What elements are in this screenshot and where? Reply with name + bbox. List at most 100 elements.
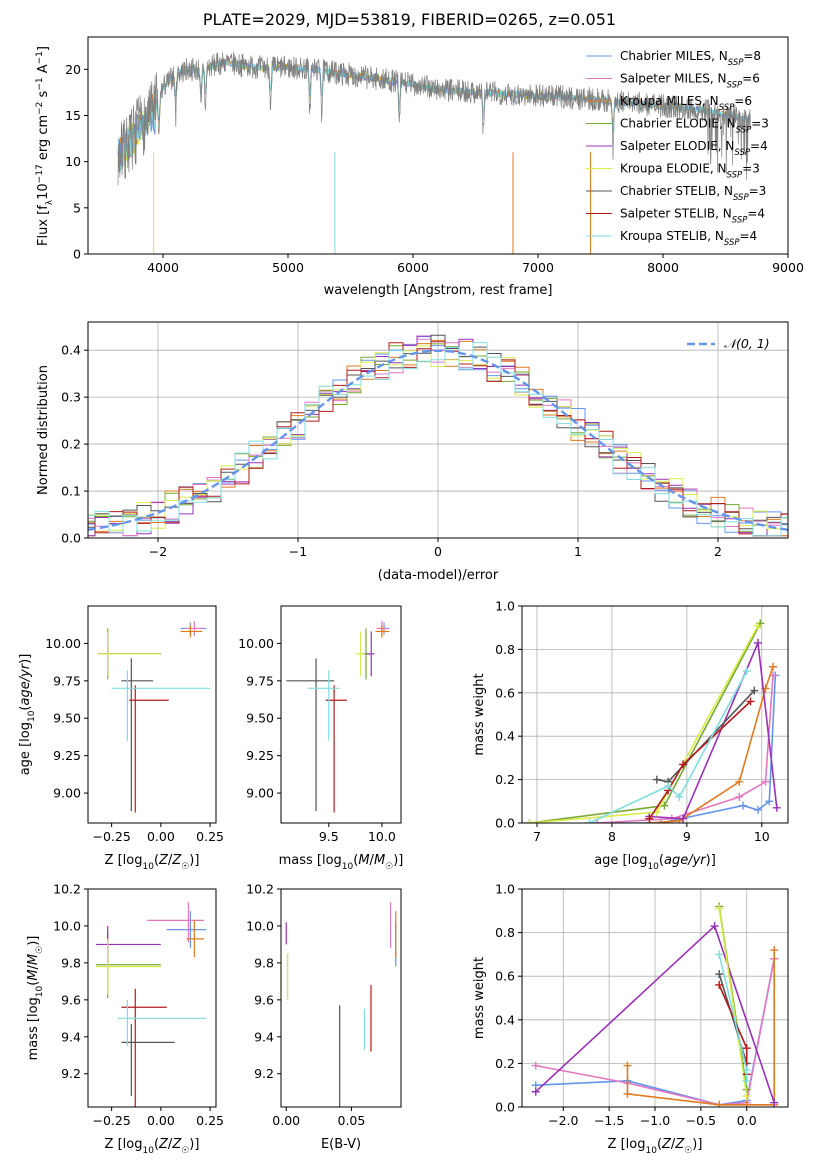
axes-frame [280, 605, 402, 824]
y-tick-label: 1.0 [495, 599, 515, 614]
point-marker [765, 797, 774, 806]
panel-spectrum: 4000 5000 6000 7000 8000 9000 0 5 10 15 20 Chabrier… [35, 36, 804, 298]
y-tick-label: 0.8 [495, 642, 515, 657]
point-marker [742, 667, 751, 676]
label-part: / [168, 853, 173, 868]
y-tick-label: 0.2 [61, 437, 81, 452]
point-marker [652, 775, 661, 784]
label-part: Z [661, 1137, 672, 1152]
label-part: SSP [727, 81, 743, 91]
label-part: Z [log [105, 1137, 143, 1152]
label-part: 10 [142, 862, 154, 872]
legend-label: 𝒩(0, 1) [724, 336, 770, 351]
y-tick-label: 0.0 [61, 531, 81, 546]
label-part: / [168, 1137, 173, 1152]
axes-frame [280, 888, 402, 1108]
x-axis-label: mass [log10(M/M☉)] [279, 853, 404, 872]
point-marker [754, 805, 763, 814]
y-tick-label: 20 [65, 62, 81, 77]
label-part: ☉ [35, 946, 45, 954]
x-tick-label: −1.5 [594, 1113, 624, 1128]
y-tick-label: 0.4 [495, 729, 515, 744]
x-tick-label: 10 [754, 829, 770, 844]
label-part: SSP [724, 238, 740, 248]
legend-label: Salpeter STELIB, NSSP=4 [620, 207, 765, 226]
label-part: SSP [727, 171, 743, 181]
panel-mass-vs-z: −0.25 0.00 0.259.29.49.69.810.010.2Z [log1… [26, 882, 224, 1157]
y-tick-label: 9.50 [53, 711, 81, 726]
point-marker [679, 814, 688, 823]
label-part: SSP [734, 148, 750, 158]
y-axis-label: mass [log10(M/M☉)] [26, 936, 45, 1061]
label-part: s [36, 90, 51, 101]
x-tick-label: −2 [149, 544, 167, 559]
weight-series [596, 675, 777, 823]
point-marker [742, 1092, 751, 1101]
x-tick-label: 0.25 [196, 829, 224, 844]
plot-area [117, 51, 751, 254]
x-tick-label: 9.5 [319, 829, 339, 844]
y-tick-label: 10.00 [238, 636, 274, 651]
y-axis-label: mass weight [472, 673, 487, 755]
point-marker [679, 760, 688, 769]
x-tick-label: 0.00 [147, 829, 175, 844]
x-tick-label: −0.25 [92, 1113, 130, 1128]
y-tick-label: 15 [65, 108, 81, 123]
x-tick-label: 8000 [647, 260, 679, 275]
plot-area [525, 619, 781, 823]
y-tick-label: 9.25 [246, 748, 274, 763]
legend-label: Salpeter MILES, NSSP=6 [620, 72, 760, 91]
point-marker [769, 662, 778, 671]
label-part: age/yr [664, 853, 707, 868]
y-tick-label: 10.00 [45, 636, 81, 651]
point-marker [710, 922, 719, 931]
label-part: =4 [740, 229, 758, 243]
weight-series [649, 639, 778, 820]
label-part: Z [171, 853, 182, 868]
point-marker [715, 1100, 724, 1107]
label-part: erg cm [36, 115, 51, 164]
label-part: ☉ [385, 862, 393, 872]
y-tick-label: 0.6 [495, 969, 515, 984]
weight-series [596, 675, 774, 823]
point-marker [525, 819, 534, 823]
label-part: =3 [749, 184, 767, 198]
y-tick-label: 0.2 [495, 772, 515, 787]
label-part: Z [158, 1137, 169, 1152]
x-tick-label: 7 [533, 829, 541, 844]
histogram-series [88, 342, 788, 537]
y-tick-label: 9.8 [254, 955, 274, 970]
point-marker [664, 782, 673, 791]
label-part: Z [158, 853, 169, 868]
point-marker [656, 819, 665, 823]
legend-label: Chabrier MILES, NSSP=8 [620, 49, 761, 68]
label-part: mass [log [26, 997, 41, 1060]
y-tick-label: 0.4 [61, 343, 81, 358]
label-part: ( [353, 853, 358, 868]
axes-frame [87, 605, 217, 824]
y-tick-label: 1.0 [495, 882, 515, 897]
histogram-series [88, 341, 788, 537]
label-part: )] [393, 853, 403, 868]
label-part: Flux [f [36, 205, 51, 246]
label-part: =3 [742, 162, 760, 176]
y-axis-label: age [log10(age/yr)] [18, 654, 37, 776]
y-tick-label: 0.2 [495, 1056, 515, 1071]
label-part: SSP [736, 126, 752, 136]
point-marker [675, 792, 684, 801]
label-part: λ [45, 199, 55, 205]
histogram-series [88, 343, 788, 532]
y-tick-label: 10.0 [53, 918, 81, 933]
point-marker [742, 1065, 751, 1074]
weight-series [626, 950, 775, 1106]
x-tick-label: 8 [608, 829, 616, 844]
plot-area [88, 334, 788, 537]
label-part: SSP [719, 103, 735, 113]
plot-area [286, 620, 390, 813]
label-part: )] [189, 853, 199, 868]
y-tick-label: 0.0 [495, 1100, 515, 1115]
point-marker [645, 814, 654, 823]
plot-area [531, 902, 779, 1107]
legend-label: Chabrier STELIB, NSSP=3 [620, 184, 766, 203]
x-axis-label: Z [log10(Z/Z☉)] [608, 1137, 703, 1156]
